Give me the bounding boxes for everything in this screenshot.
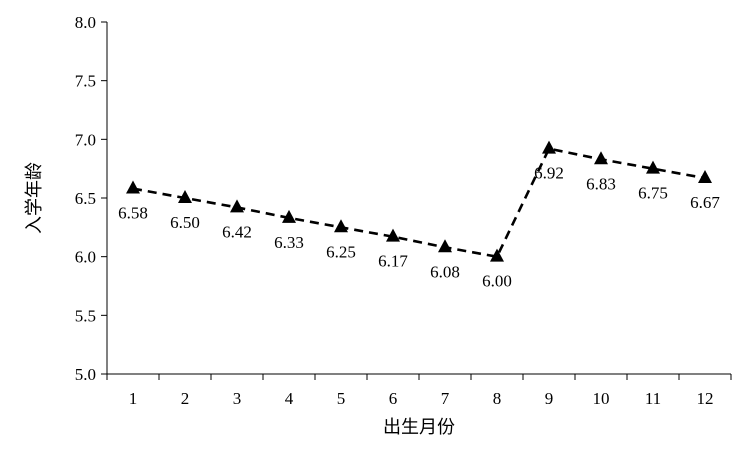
data-label: 6.33 (274, 233, 304, 252)
x-tick-label: 8 (493, 389, 502, 408)
data-point-marker (438, 239, 452, 253)
y-tick-label: 5.0 (75, 365, 96, 384)
x-tick-label: 3 (233, 389, 242, 408)
y-tick-label: 8.0 (75, 13, 96, 32)
x-tick-label: 7 (441, 389, 450, 408)
data-label: 6.75 (638, 184, 668, 203)
x-tick-label: 2 (181, 389, 190, 408)
x-tick-label: 1 (129, 389, 138, 408)
x-tick-label: 4 (285, 389, 294, 408)
data-point-marker (490, 248, 504, 262)
data-label: 6.00 (482, 272, 512, 291)
data-point-marker (334, 219, 348, 233)
data-label: 6.67 (690, 193, 720, 212)
y-tick-label: 6.5 (75, 189, 96, 208)
data-label: 6.58 (118, 204, 148, 223)
x-tick-label: 11 (645, 389, 661, 408)
x-tick-label: 12 (697, 389, 714, 408)
data-point-marker (282, 209, 296, 223)
data-point-marker (386, 228, 400, 242)
y-axis-title: 入学年龄 (24, 162, 45, 234)
data-label: 6.17 (378, 252, 408, 271)
data-point-marker (126, 180, 140, 194)
data-point-marker (698, 169, 712, 183)
x-tick-label: 5 (337, 389, 346, 408)
x-axis-title: 出生月份 (383, 417, 455, 438)
data-labels: 6.58 6.50 6.42 6.33 6.25 6.17 6.08 6.00 6.92 6.83… (118, 164, 720, 291)
data-point-marker (230, 199, 244, 213)
y-tick-label: 5.5 (75, 306, 96, 325)
data-point-marker (178, 189, 192, 203)
data-label: 6.08 (430, 262, 460, 281)
x-tick-label: 10 (593, 389, 610, 408)
x-axis-ticks: 1 2 3 4 5 6 7 8 9 10 11 12 (106, 374, 732, 408)
data-label: 6.42 (222, 222, 252, 241)
x-tick-label: 9 (545, 389, 554, 408)
y-tick-label: 7.5 (75, 72, 96, 91)
series-markers (126, 140, 712, 262)
data-point-marker (594, 151, 608, 165)
y-tick-label: 7.0 (75, 130, 96, 149)
y-tick-label: 6.0 (75, 248, 96, 267)
x-tick-label: 6 (389, 389, 398, 408)
data-label: 6.83 (586, 174, 616, 193)
data-label: 6.25 (326, 242, 356, 261)
data-point-marker (542, 140, 556, 154)
data-label: 6.50 (170, 213, 200, 232)
data-label: 6.92 (534, 164, 564, 183)
y-axis-ticks: 5.0 5.5 6.0 6.5 7.0 7.5 8.0 (75, 13, 107, 384)
series-line (132, 147, 706, 259)
data-point-marker (646, 160, 660, 174)
